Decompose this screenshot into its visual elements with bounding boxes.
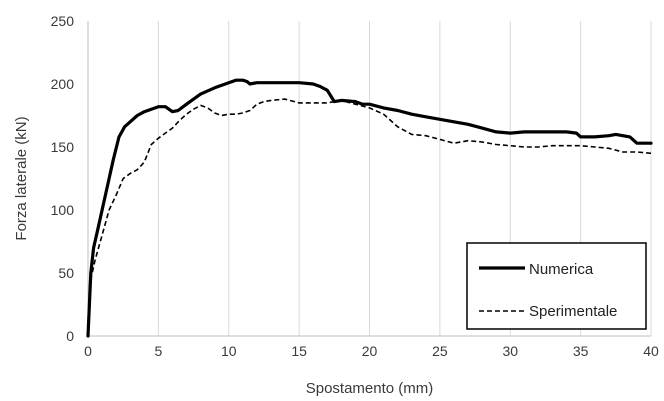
x-tick-label: 5	[154, 343, 162, 359]
legend: Numerica Sperimentale	[466, 242, 647, 330]
x-tick-label: 0	[84, 343, 92, 359]
y-tick-label: 200	[51, 76, 75, 92]
y-tick-labels: 0 50 100 150 200 250	[51, 13, 75, 344]
y-axis-title: Forza laterale (kN)	[13, 116, 30, 240]
y-tick-label: 150	[51, 139, 75, 155]
series-line-numerica	[86, 78, 653, 338]
x-tick-label: 20	[362, 343, 378, 359]
vertical-gridlines	[157, 21, 652, 336]
x-tick-label: 15	[291, 343, 307, 359]
y-tick-label: 0	[66, 328, 74, 344]
series-layer	[86, 78, 653, 338]
y-tick-label: 50	[58, 265, 74, 281]
x-tick-labels: 0 5 10 15 20 25 30 35 40	[84, 343, 659, 359]
x-axis-title: Spostamento (mm)	[306, 380, 434, 397]
legend-label-sperimentale: Sperimentale	[529, 303, 617, 320]
legend-label-numerica: Numerica	[529, 261, 594, 278]
x-tick-label: 10	[221, 343, 237, 359]
series-line-sperimentale	[87, 98, 652, 337]
y-tick-label: 100	[51, 202, 75, 218]
x-tick-label: 30	[502, 343, 518, 359]
x-tick-label: 25	[432, 343, 448, 359]
legend-box	[466, 242, 647, 330]
x-tick-label: 40	[643, 343, 659, 359]
y-tick-label: 250	[51, 13, 75, 29]
x-tick-label: 35	[573, 343, 589, 359]
